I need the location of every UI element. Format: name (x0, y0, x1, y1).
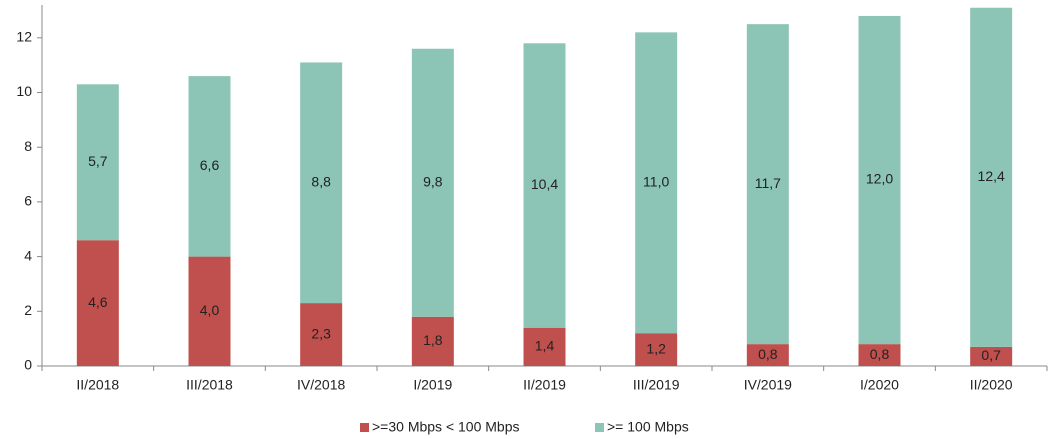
bar-segment (523, 43, 566, 328)
bar-segment (76, 240, 119, 366)
y-tick-label: 10 (16, 83, 32, 99)
value-label: 1,2 (646, 340, 666, 356)
bar-segment (635, 333, 678, 366)
bar-segment (970, 346, 1013, 366)
x-tick-label: IV/2019 (744, 377, 792, 393)
value-label: 11,0 (643, 173, 669, 189)
x-tick-label: II/2020 (970, 377, 1013, 393)
bar-segment (523, 327, 566, 366)
value-label: 12,0 (866, 171, 893, 187)
value-label: 5,7 (88, 153, 108, 169)
bar-segment (188, 76, 231, 257)
value-label: 1,4 (535, 338, 555, 354)
value-label: 9,8 (423, 173, 443, 189)
bar-segment (746, 344, 789, 366)
legend-label: >= 100 Mbps (607, 419, 689, 435)
value-label: 0,7 (981, 347, 1001, 363)
value-label: 8,8 (311, 173, 331, 189)
x-tick-label: I/2019 (413, 377, 452, 393)
y-tick-label: 0 (24, 357, 32, 373)
bar-segment (858, 344, 901, 366)
x-tick-label: III/2018 (186, 377, 233, 393)
value-label: 4,0 (200, 302, 220, 318)
value-label: 2,3 (311, 325, 331, 341)
bar-segment (858, 15, 901, 345)
bar-segment (411, 316, 454, 366)
x-tick-label: IV/2018 (297, 377, 345, 393)
value-label: 1,8 (423, 332, 443, 348)
y-tick-label: 12 (16, 29, 32, 45)
value-label: 4,6 (88, 294, 108, 310)
x-tick-label: II/2018 (76, 377, 119, 393)
legend-swatch (595, 423, 604, 432)
bar-segment (411, 48, 454, 317)
x-tick-label: III/2019 (633, 377, 680, 393)
bar-segment (76, 84, 119, 241)
y-tick-label: 2 (24, 302, 32, 318)
legend-swatch (360, 423, 369, 432)
value-label: 0,8 (870, 346, 890, 362)
value-label: 12,4 (978, 168, 1005, 184)
bar-segment (300, 62, 343, 304)
legend-label: >=30 Mbps < 100 Mbps (372, 419, 520, 435)
value-label: 6,6 (200, 157, 220, 173)
bar-segment (188, 256, 231, 366)
bar-segment (635, 32, 678, 334)
value-label: 0,8 (758, 346, 778, 362)
y-tick-label: 4 (24, 247, 32, 263)
x-tick-label: II/2019 (523, 377, 566, 393)
y-tick-label: 6 (24, 193, 32, 209)
bar-segment (970, 7, 1013, 347)
bar-segment (746, 24, 789, 345)
value-label: 11,7 (755, 175, 781, 191)
x-tick-label: I/2020 (860, 377, 899, 393)
bar-segment (300, 303, 343, 366)
y-tick-label: 8 (24, 138, 32, 154)
value-label: 10,4 (531, 176, 558, 192)
